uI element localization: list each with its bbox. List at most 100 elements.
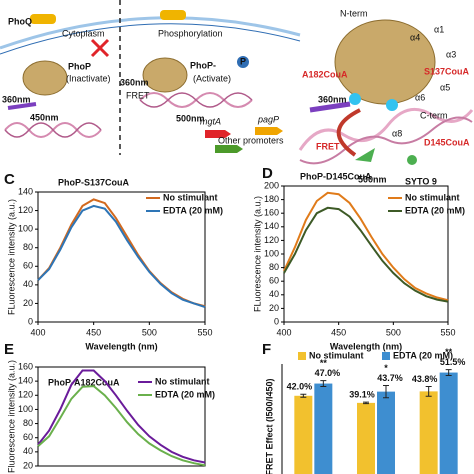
x-tick-label: 400 [276,327,291,337]
y-tick-label: 40 [23,279,33,289]
diagram-label: PhoP [68,61,91,71]
diagram-label: mgtA [200,116,221,126]
legend-label: EDTA (20 mM) [405,205,465,215]
line-series [37,198,206,308]
diagram-label: 500nm [358,174,387,184]
plot-frame [37,366,206,467]
y-tick-label: 20 [269,303,279,313]
bar [419,391,438,474]
diagram-label: 360nm [318,94,347,104]
legend-label: No stimulant [309,350,364,360]
y-tick-label: 60 [23,432,33,442]
diagram-label: N-term [340,8,368,18]
diagram-label: 360nm [2,94,31,104]
diagram-label: 450nm [30,112,59,122]
bar [439,372,458,474]
y-tick-label: 140 [18,186,33,196]
bar [377,391,395,474]
diagram-label: α5 [440,82,450,92]
y-tick-label: 180 [264,194,279,204]
diagram-art [0,0,474,165]
legend-swatch [382,352,390,360]
significance: * [384,363,388,373]
y-tick-label: 60 [269,276,279,286]
diagram-label: α8 [392,128,402,138]
diagram-label: PhoP- [190,60,216,70]
value-label: 42.0% [287,382,313,392]
value-label: 43.7% [377,373,403,383]
y-tick-label: 40 [269,289,279,299]
diagram-label: α1 [434,24,444,34]
panel-letter: F [262,341,271,358]
diagram-label: A182CouA [302,69,348,79]
diagram-label: PhoQ [8,16,32,26]
y-tick-label: 100 [18,404,33,414]
diagram-label: P [240,56,246,66]
bar [357,402,375,474]
value-label: 39.1% [349,390,375,400]
y-tick-label: 120 [18,390,33,400]
legend-label: EDTA (20 mM) [163,205,223,215]
x-tick-label: 400 [30,327,45,337]
x-axis-label: Wavelength (nm) [85,341,157,351]
y-tick-label: 20 [23,460,33,470]
line-series [37,385,206,467]
line-series [37,369,206,464]
y-tick-label: 40 [23,446,33,456]
y-tick-label: 160 [264,208,279,218]
y-tick-label: 140 [264,221,279,231]
diagram-label: FRET [316,141,340,151]
error-bar [425,385,432,397]
legend-label: No stimulant [155,376,210,386]
diagram-label: α3 [446,49,456,59]
y-tick-label: 20 [23,298,33,308]
diagram-label: S137CouA [424,66,470,76]
y-tick-label: 80 [23,242,33,252]
legend-swatch [298,352,306,360]
y-tick-label: 80 [269,262,279,272]
error-bar [445,369,452,376]
error-bar [300,393,307,398]
diagram-label: FRET [126,90,150,100]
line-series [37,204,206,309]
y-tick-label: 120 [18,205,33,215]
diagram-label: α6 [415,92,425,102]
x-tick-label: 550 [197,327,212,337]
diagram-label: 500nm [176,113,205,123]
bar [294,395,313,474]
diagram-label: α4 [410,32,420,42]
diagram-label: SYTO 9 [405,176,437,186]
y-axis-label: FRET Effect (I500/I450) [264,378,274,474]
diagram-label: Cytoplasm [62,28,105,38]
value-label: 43.8% [412,374,438,384]
y-tick-label: 100 [264,248,279,258]
error-bar [363,401,369,405]
legend-label: EDTA (20 mM) [393,350,453,360]
y-tick-label: 120 [264,235,279,245]
y-axis-label: FLuorescence intensity (a.u.) [6,199,16,315]
value-label: 47.0% [315,368,341,378]
error-bar [320,380,327,387]
significance: ** [445,347,453,357]
y-tick-label: 140 [18,376,33,386]
legend-label: No stimulant [405,192,460,202]
y-tick-label: 100 [18,224,33,234]
y-tick-label: 0 [28,316,33,326]
legend-label: EDTA (20 mM) [155,389,215,399]
y-tick-label: 160 [18,361,33,371]
y-tick-label: 0 [274,316,279,326]
significance: ** [320,358,328,368]
line-series [283,206,449,303]
diagram-label: Phosphorylation [158,28,223,38]
diagram-label: 360nm [120,77,149,87]
x-tick-label: 500 [386,327,401,337]
chart-title: PhoP-D145CouA [300,171,372,181]
x-axis-label: Wavelength (nm) [330,341,402,351]
line-series [283,191,449,302]
diagram-label: Other promoters [218,135,284,145]
diagram-label: pagP [257,114,279,124]
y-tick-label: 200 [264,180,279,190]
y-tick-label: 80 [23,418,33,428]
panel-letter: E [4,341,14,358]
